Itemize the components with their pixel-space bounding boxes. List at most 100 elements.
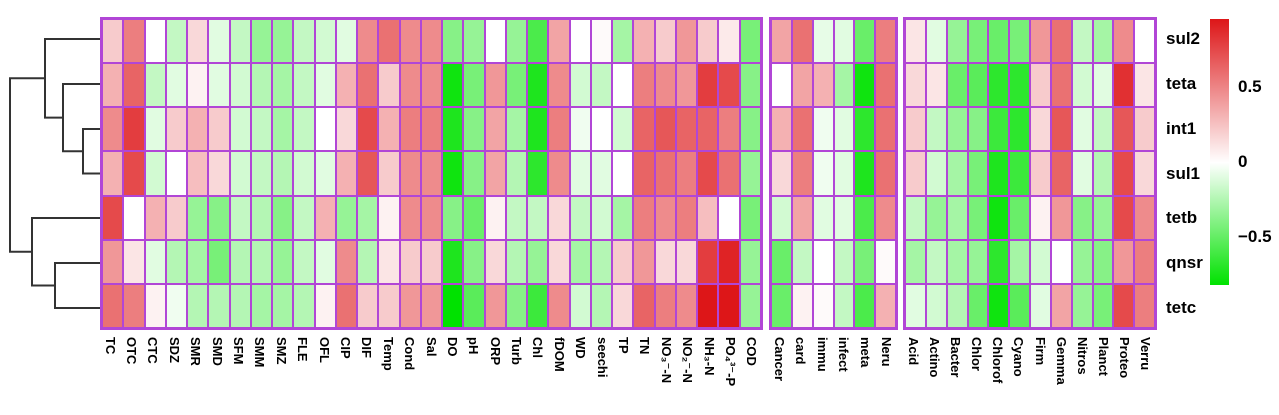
heatmap-cell xyxy=(569,283,591,328)
column-label: Planct xyxy=(1096,337,1112,377)
heatmap-cell xyxy=(697,107,719,152)
heatmap-cell xyxy=(187,239,209,284)
heatmap-cell xyxy=(875,239,896,284)
heatmap-cell xyxy=(187,19,209,64)
heatmap-cell xyxy=(854,19,876,64)
heatmap-cell xyxy=(854,239,876,284)
heatmap-cell xyxy=(463,63,485,108)
heatmap-cell xyxy=(123,107,145,152)
column-label: TP xyxy=(615,337,631,354)
heatmap-cell xyxy=(442,283,464,328)
heatmap-cell xyxy=(967,19,989,64)
heatmap-cell xyxy=(144,283,166,328)
heatmap-cell xyxy=(569,19,591,64)
row-label: sul2 xyxy=(1166,29,1201,49)
heatmap-cell xyxy=(1113,63,1135,108)
heatmap-cell xyxy=(442,107,464,152)
heatmap-cell xyxy=(967,107,989,152)
heatmap-cell xyxy=(988,239,1010,284)
column-label: Sal xyxy=(423,337,439,357)
heatmap-cell xyxy=(569,151,591,196)
heatmap-cell xyxy=(102,195,124,240)
heatmap-cell xyxy=(590,151,613,196)
heatmap-cell xyxy=(1092,283,1114,328)
heatmap-cell xyxy=(1009,195,1030,240)
column-label: DIF xyxy=(359,337,375,358)
heatmap-cell xyxy=(905,63,926,108)
column-label: Chlor xyxy=(969,337,985,371)
heatmap-cell xyxy=(229,151,251,196)
heatmap-cell xyxy=(378,63,400,108)
heatmap-cell xyxy=(988,151,1010,196)
heatmap-cell xyxy=(378,239,400,284)
heatmap-cell xyxy=(812,195,834,240)
column-label: NO₃⁻-N xyxy=(658,337,674,384)
heatmap-cell xyxy=(1134,239,1155,284)
heatmap-cell xyxy=(1030,63,1051,108)
heatmap-cell xyxy=(833,195,855,240)
heatmap-cell xyxy=(854,151,876,196)
heatmap-cell xyxy=(988,63,1010,108)
heatmap-cell xyxy=(812,63,834,108)
heatmap-cell xyxy=(314,195,336,240)
heatmap-cell xyxy=(791,151,813,196)
heatmap-cell xyxy=(335,19,358,64)
heatmap-cell xyxy=(378,19,400,64)
heatmap-cell xyxy=(1030,107,1051,152)
heatmap-cell xyxy=(1009,239,1030,284)
heatmap-cell xyxy=(357,151,379,196)
column-label: OFL xyxy=(316,337,332,363)
column-label: Neru xyxy=(879,337,895,367)
heatmap-cell xyxy=(1134,195,1155,240)
heatmap-cell xyxy=(229,195,251,240)
heatmap-cell xyxy=(875,195,896,240)
column-label: TN xyxy=(637,337,653,355)
heatmap-cell xyxy=(739,239,761,284)
heatmap-cell xyxy=(771,19,792,64)
column-label: Cyano xyxy=(1011,337,1027,377)
heatmap-cell xyxy=(925,283,947,328)
heatmap-cell xyxy=(314,151,336,196)
heatmap-cell xyxy=(875,283,896,328)
heatmap-cell xyxy=(612,63,634,108)
heatmap-cell xyxy=(833,107,855,152)
heatmap-cell xyxy=(272,151,294,196)
heatmap-cell xyxy=(590,107,613,152)
heatmap-cell xyxy=(272,19,294,64)
heatmap-cell xyxy=(1134,19,1155,64)
heatmap-cell xyxy=(569,107,591,152)
heatmap-cell xyxy=(946,107,968,152)
heatmap-cell xyxy=(718,151,740,196)
heatmap-cell xyxy=(718,63,740,108)
heatmap-cell xyxy=(612,283,634,328)
heatmap-cell xyxy=(791,107,813,152)
heatmap-cell xyxy=(1134,63,1155,108)
heatmap-cell xyxy=(505,19,528,64)
heatmap-cell xyxy=(718,283,740,328)
heatmap-cell xyxy=(484,19,506,64)
heatmap-cell xyxy=(854,283,876,328)
heatmap-cell xyxy=(187,63,209,108)
heatmap-cell xyxy=(569,63,591,108)
heatmap-cell xyxy=(771,195,792,240)
heatmap-cell xyxy=(357,239,379,284)
heatmap-cell xyxy=(1092,239,1114,284)
heatmap-cell xyxy=(1113,239,1135,284)
heatmap-cell xyxy=(527,107,549,152)
column-label: Actino xyxy=(926,337,942,378)
heatmap-cell xyxy=(527,19,549,64)
heatmap-cell xyxy=(1071,195,1093,240)
heatmap-cell xyxy=(527,151,549,196)
heatmap-cell xyxy=(1030,195,1051,240)
heatmap-cell xyxy=(250,19,273,64)
heatmap-cell xyxy=(548,195,570,240)
heatmap-cell xyxy=(1009,63,1030,108)
heatmap-cell xyxy=(165,283,188,328)
heatmap-cell xyxy=(314,19,336,64)
legend-tick-label: 0 xyxy=(1238,151,1248,171)
heatmap-cell xyxy=(250,239,273,284)
legend-tick-label: 0.5 xyxy=(1238,76,1262,96)
heatmap-cell xyxy=(925,19,947,64)
heatmap-cell xyxy=(548,239,570,284)
column-label: SFM xyxy=(231,337,247,365)
